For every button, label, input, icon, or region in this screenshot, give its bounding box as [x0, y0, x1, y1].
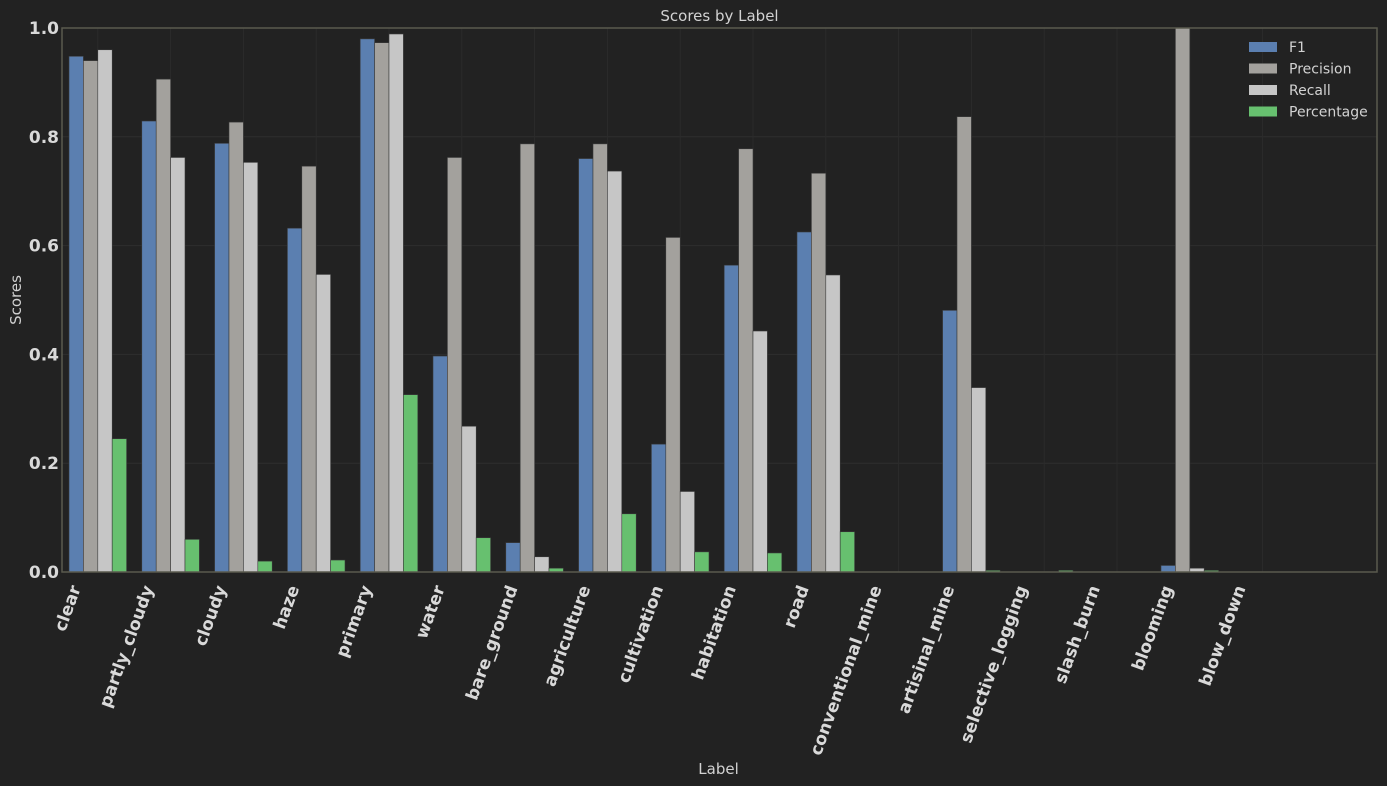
bar-f1-bare_ground — [505, 542, 521, 573]
bar-percentage-road — [839, 531, 855, 573]
x-tick-label: primary — [332, 583, 376, 660]
x-tick-label: habitation — [688, 583, 741, 683]
bar-f1-blooming — [1160, 565, 1176, 573]
legend-label-f1: F1 — [1289, 40, 1306, 56]
bar-percentage-habitation — [767, 552, 783, 573]
bar-precision-road — [811, 172, 827, 573]
bar-percentage-clear — [111, 438, 127, 573]
x-tick-label: partly_cloudy — [96, 583, 159, 711]
bar-percentage-haze — [330, 559, 346, 573]
bar-f1-cloudy — [214, 143, 230, 573]
y-tick-label: 1.0 — [29, 19, 59, 39]
bar-recall-haze — [315, 274, 331, 573]
x-axis-label: Label — [698, 760, 738, 778]
bar-f1-habitation — [723, 264, 739, 573]
legend-swatch-recall — [1249, 85, 1277, 95]
bar-precision-partly_cloudy — [155, 78, 171, 573]
bar-recall-road — [825, 274, 841, 573]
bar-precision-habitation — [738, 148, 754, 573]
legend-swatch-precision — [1249, 63, 1277, 74]
bar-precision-blooming — [1175, 27, 1191, 573]
x-tick-label: blooming — [1128, 583, 1177, 674]
bar-recall-artisinal_mine — [971, 387, 987, 573]
x-tick-label: haze — [270, 583, 304, 632]
bar-f1-haze — [287, 227, 303, 573]
legend-swatch-percentage — [1249, 106, 1277, 117]
bar-percentage-water — [475, 537, 491, 573]
y-tick-label: 0.4 — [29, 345, 59, 365]
x-tick-label: blow_down — [1196, 583, 1251, 689]
bar-recall-bare_ground — [534, 556, 550, 573]
bar-percentage-agriculture — [621, 513, 637, 573]
bar-precision-primary — [374, 42, 390, 573]
y-tick-label: 0.2 — [29, 454, 59, 474]
bar-f1-clear — [68, 55, 84, 573]
x-tick-label: cultivation — [614, 583, 668, 686]
legend-label-precision: Precision — [1289, 62, 1351, 78]
bar-percentage-primary — [403, 394, 419, 573]
bar-recall-agriculture — [607, 170, 623, 573]
chart-title: Scores by Label — [660, 7, 778, 25]
bar-recall-water — [461, 425, 477, 573]
legend-label-recall: Recall — [1289, 83, 1331, 99]
bar-percentage-cloudy — [257, 560, 273, 573]
x-tick-label: selective_logging — [956, 583, 1032, 746]
legend-label-percentage: Percentage — [1289, 105, 1368, 121]
bar-f1-road — [796, 231, 812, 573]
bar-precision-agriculture — [592, 143, 608, 573]
y-tick-label: 0.6 — [29, 237, 59, 257]
bar-f1-cultivation — [651, 443, 667, 573]
bar-recall-clear — [97, 49, 113, 573]
bar-recall-partly_cloudy — [170, 157, 186, 573]
bar-percentage-cultivation — [694, 551, 710, 573]
bar-percentage-partly_cloudy — [184, 539, 200, 573]
x-tick-label: slash_burn — [1051, 583, 1105, 687]
bar-f1-partly_cloudy — [141, 120, 157, 573]
legend-swatch-f1 — [1249, 42, 1277, 52]
x-tick-label: clear — [51, 582, 86, 634]
x-tick-label: cloudy — [191, 583, 231, 649]
bar-precision-water — [447, 157, 463, 573]
plot-frame — [61, 27, 1378, 573]
bar-precision-clear — [83, 60, 99, 573]
bar-precision-cultivation — [665, 237, 681, 573]
bar-recall-cloudy — [243, 162, 259, 573]
x-tick-label: water — [412, 582, 450, 641]
x-tick-label: bare_ground — [462, 583, 522, 703]
x-tick-label: artisinal_mine — [894, 583, 959, 717]
x-tick-label: conventional_mine — [806, 583, 886, 758]
y-tick-label: 0.0 — [29, 563, 59, 583]
x-tick-label: agriculture — [540, 583, 595, 689]
legend: F1 Precision Recall Percentage — [1249, 40, 1368, 121]
bars-layer — [68, 27, 1292, 573]
bar-precision-haze — [301, 165, 317, 573]
x-tick-label: road — [780, 583, 814, 631]
bar-f1-primary — [359, 38, 375, 573]
y-tick-label: 0.8 — [29, 128, 59, 148]
bar-precision-cloudy — [228, 121, 244, 573]
x-tick-labels: clear partly_cloudy cloudy haze primary water… — [51, 582, 1251, 758]
bar-f1-agriculture — [578, 158, 594, 573]
bar-f1-artisinal_mine — [942, 310, 958, 573]
bar-recall-habitation — [752, 330, 768, 573]
y-axis-label: Scores — [7, 275, 25, 325]
bar-precision-bare_ground — [519, 143, 535, 573]
bar-precision-artisinal_mine — [956, 116, 972, 573]
y-tick-labels: 0.0 0.2 0.4 0.6 0.8 1.0 — [29, 19, 59, 583]
bar-recall-primary — [388, 33, 404, 573]
bar-recall-cultivation — [679, 491, 695, 573]
bar-f1-water — [432, 355, 448, 573]
